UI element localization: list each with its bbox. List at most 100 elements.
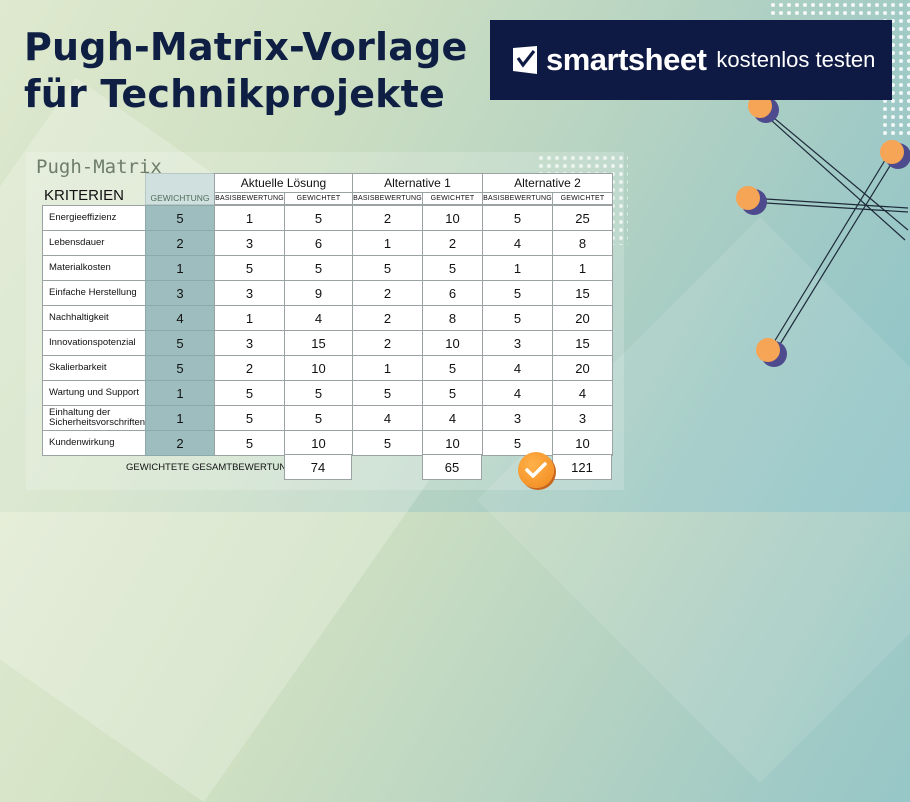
criterion-label: Wartung und Support [42,380,146,406]
criteria-header: KRITERIEN [44,187,125,204]
score-cell: 5 [422,380,483,406]
score-cell: 9 [284,280,353,306]
score-cell: 5 [482,305,553,331]
score-cell: 10 [422,205,483,231]
criterion-label: Skalierbarkeit [42,355,146,381]
weight-cell: 1 [145,255,215,281]
sub-header: GEWICHTET [284,192,353,205]
score-cell: 4 [482,355,553,381]
smartsheet-logo-icon [513,46,537,74]
score-cell: 1 [552,255,613,281]
matrix-title: Pugh-Matrix [36,156,162,178]
group-header: Aktuelle Lösung [214,173,353,193]
weight-cell: 2 [145,230,215,256]
score-cell: 5 [482,280,553,306]
score-cell: 15 [552,330,613,356]
score-cell: 5 [214,380,285,406]
score-cell: 4 [284,305,353,331]
score-cell: 5 [284,255,353,281]
score-cell: 5 [352,380,423,406]
score-cell: 3 [552,405,613,431]
score-cell: 5 [482,205,553,231]
total-current: 74 [284,454,352,480]
group-header: Alternative 2 [482,173,613,193]
score-cell: 3 [214,230,285,256]
weight-cell: 5 [145,330,215,356]
score-cell: 6 [284,230,353,256]
sub-header: GEWICHTET [422,192,483,205]
score-cell: 3 [482,330,553,356]
score-cell: 4 [352,405,423,431]
sub-header: GEWICHTET [552,192,613,205]
score-cell: 10 [284,355,353,381]
score-cell: 2 [422,230,483,256]
score-cell: 5 [422,355,483,381]
score-cell: 2 [352,280,423,306]
score-cell: 4 [552,380,613,406]
group-header: Alternative 1 [352,173,483,193]
score-cell: 2 [352,205,423,231]
criterion-label: Kundenwirkung [42,430,146,456]
weight-cell: 4 [145,305,215,331]
score-cell: 20 [552,355,613,381]
score-cell: 5 [284,205,353,231]
molecule-network-icon [736,94,910,367]
weight-cell: 1 [145,380,215,406]
score-cell: 5 [214,405,285,431]
score-cell: 15 [552,280,613,306]
score-cell: 5 [214,430,285,456]
criterion-label: Einhaltung der Sicherheitsvorschriften [42,405,146,431]
weight-header: GEWICHTUNG [150,193,210,203]
score-cell: 5 [482,430,553,456]
score-cell: 1 [482,255,553,281]
score-cell: 8 [422,305,483,331]
sub-header: BASISBEWERTUNG [214,192,285,205]
sub-header: BASISBEWERTUNG [352,192,423,205]
score-cell: 10 [422,430,483,456]
score-cell: 15 [284,330,353,356]
score-cell: 5 [422,255,483,281]
score-cell: 10 [284,430,353,456]
smartsheet-trial-banner[interactable]: smartsheet kostenlos testen [490,20,892,100]
total-alternative-2: 121 [552,454,612,480]
score-cell: 1 [352,230,423,256]
criterion-label: Innovationspotenzial [42,330,146,356]
score-cell: 3 [214,280,285,306]
score-cell: 4 [482,230,553,256]
criterion-label: Lebensdauer [42,230,146,256]
sub-header: BASISBEWERTUNG [482,192,553,205]
score-cell: 3 [214,330,285,356]
score-cell: 5 [352,255,423,281]
criterion-label: Materialkosten [42,255,146,281]
score-cell: 4 [482,380,553,406]
criterion-label: Einfache Herstellung [42,280,146,306]
score-cell: 1 [352,355,423,381]
score-cell: 2 [352,330,423,356]
score-cell: 1 [214,305,285,331]
score-cell: 25 [552,205,613,231]
brand-name: smartsheet [546,42,707,77]
score-cell: 2 [352,305,423,331]
score-cell: 5 [284,380,353,406]
score-cell: 2 [214,355,285,381]
score-cell: 4 [422,405,483,431]
weight-cell: 5 [145,355,215,381]
score-cell: 5 [284,405,353,431]
score-cell: 20 [552,305,613,331]
score-cell: 10 [422,330,483,356]
checkmark-badge-icon [518,452,554,488]
score-cell: 3 [482,405,553,431]
criterion-label: Nachhaltigkeit [42,305,146,331]
weight-cell: 3 [145,280,215,306]
criterion-label: Energieeffizienz [42,205,146,231]
score-cell: 10 [552,430,613,456]
score-cell: 1 [214,205,285,231]
brand-cta: kostenlos testen [716,47,876,72]
total-label: GEWICHTETE GESAMTBEWERTUNG [126,462,294,473]
weight-cell: 1 [145,405,215,431]
total-alternative-1: 65 [422,454,482,480]
score-cell: 6 [422,280,483,306]
score-cell: 8 [552,230,613,256]
page-title: Pugh-Matrix-Vorlage für Technikprojekte [24,25,468,116]
weight-cell: 5 [145,205,215,231]
